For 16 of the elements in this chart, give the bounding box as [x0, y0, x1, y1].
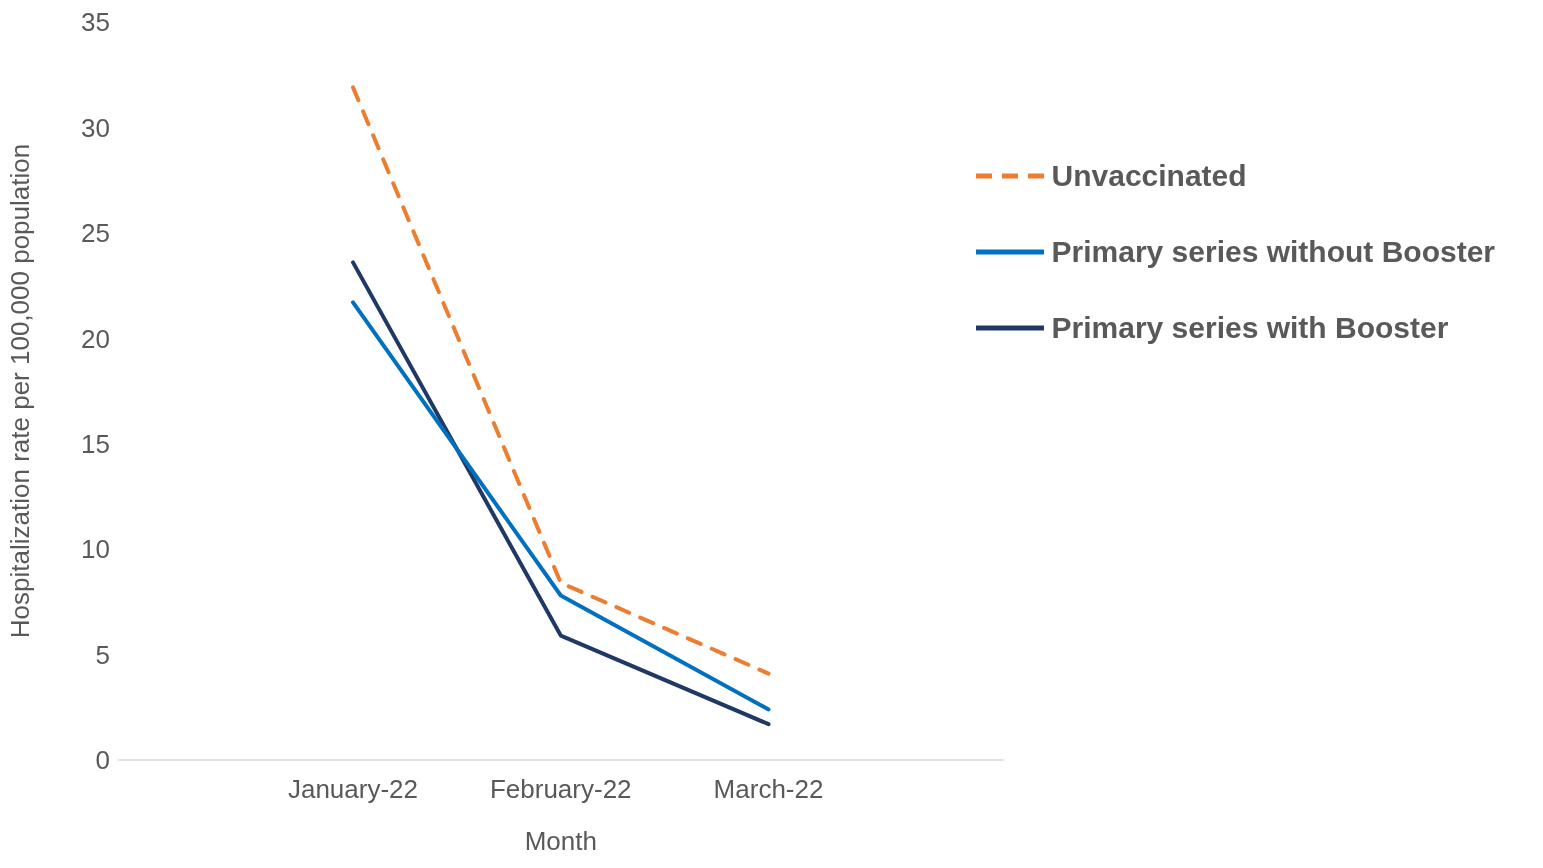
y-tick-label: 35 — [81, 7, 110, 38]
y-tick-label: 30 — [81, 112, 110, 143]
y-tick-label: 20 — [81, 323, 110, 354]
y-tick-label: 5 — [95, 639, 110, 670]
y-tick-label: 15 — [81, 428, 110, 459]
x-axis-title: Month — [524, 826, 597, 856]
legend-label: Unvaccinated — [1051, 159, 1247, 193]
x-tick-label: February-22 — [489, 774, 632, 805]
legend-label: Primary series with Booster — [1051, 311, 1449, 345]
x-tick-label: March-22 — [713, 774, 824, 805]
y-tick-label: 0 — [95, 745, 110, 776]
x-tick-label: January-22 — [287, 774, 419, 805]
y-tick-label: 25 — [81, 218, 110, 249]
legend-label: Primary series without Booster — [1051, 235, 1495, 269]
y-tick-label: 10 — [81, 534, 110, 565]
y-axis-title: Hospitalization rate per 100,000 population — [5, 143, 36, 639]
